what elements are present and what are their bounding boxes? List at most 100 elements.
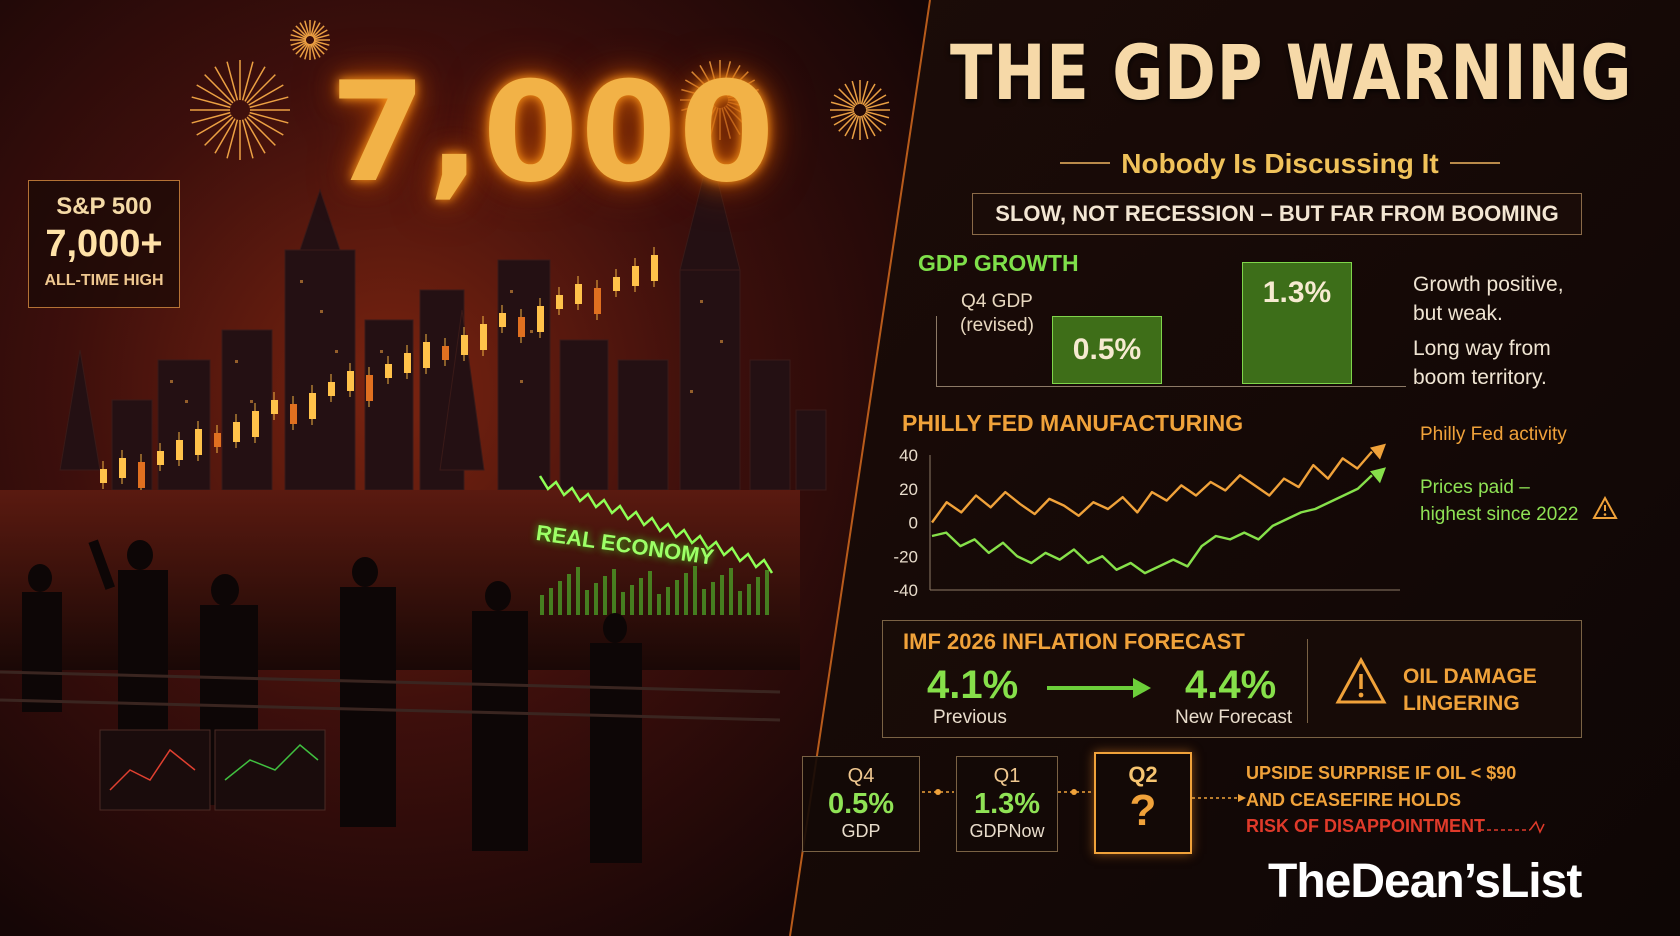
gdp-note-line1: Growth positive, <box>1413 273 1564 296</box>
firework-spark <box>299 22 309 37</box>
firework-spark <box>310 20 316 37</box>
warning-icon <box>1592 496 1618 519</box>
timeline-connectors <box>922 789 1246 802</box>
firework-spark <box>681 101 713 112</box>
gdp-note: Growth positive, but weak. Long way from… <box>1413 270 1564 392</box>
firework-spark <box>310 43 316 60</box>
real-economy-bar <box>612 569 616 615</box>
q2-value: ? <box>1129 786 1157 835</box>
real-economy-bar <box>558 581 562 615</box>
gdp-bar-q1: 1.3% <box>1242 262 1352 384</box>
firework-spark <box>313 40 330 46</box>
candle-body <box>499 313 506 327</box>
firework-spark <box>244 66 266 102</box>
firework-spark <box>292 41 307 51</box>
imf-divider <box>1307 639 1308 723</box>
candle-body <box>461 335 468 355</box>
real-economy-bar <box>693 566 697 615</box>
candle-body <box>556 295 563 309</box>
firework-spark <box>844 114 858 137</box>
candle-body <box>518 317 525 337</box>
firework-spark <box>864 94 887 108</box>
gdp-axis-x <box>936 386 1406 387</box>
firework-spark <box>248 114 284 136</box>
risk-note: RISK OF DISAPPOINTMENT <box>1246 816 1486 836</box>
firework-spark <box>725 71 749 95</box>
headline-7000: 7,000 <box>330 52 777 213</box>
firework-spark <box>830 110 855 119</box>
real-economy-bar <box>711 582 715 615</box>
philly-tick-label: 40 <box>899 446 918 465</box>
candle-body <box>347 371 354 391</box>
gdp-note-line3: Long way from <box>1413 337 1551 360</box>
oil-line2: LINGERING <box>1403 692 1520 715</box>
real-economy-bar <box>675 580 679 615</box>
firework-spark <box>851 80 860 105</box>
imf-previous-label: Previous <box>933 707 1007 728</box>
imf-forecast-panel: IMF 2026 INFLATION FORECAST 4.1% Previou… <box>882 620 1582 738</box>
firework-spark <box>312 42 325 55</box>
firework-spark <box>865 110 890 119</box>
real-economy-bar <box>603 576 607 615</box>
firework-spark <box>312 25 325 38</box>
firework-spark <box>833 94 856 108</box>
timeline-q1: Q1 1.3% GDPNow <box>956 756 1058 852</box>
firework-spark <box>860 115 869 140</box>
subtitle-text: Nobody Is Discussing It <box>1121 148 1439 179</box>
candle-body <box>214 433 221 447</box>
real-economy-bar <box>639 578 643 615</box>
firework-spark <box>196 84 232 106</box>
firework-spark <box>862 114 876 137</box>
firework-spark <box>246 116 276 146</box>
real-economy-bar <box>594 583 598 615</box>
firework-spark <box>721 61 732 93</box>
candle-body <box>233 422 240 442</box>
imf-new-label: New Forecast <box>1175 707 1293 728</box>
real-economy-bar <box>702 589 706 615</box>
candle-body <box>100 469 107 483</box>
real-economy-line <box>538 475 774 574</box>
candle-body <box>157 451 164 465</box>
oil-line1: OIL DAMAGE <box>1403 665 1537 688</box>
gdp-axis-y <box>936 316 937 386</box>
candle-body <box>328 382 335 396</box>
q4-value: 0.5% <box>827 788 895 820</box>
philly-tick-label: -20 <box>893 547 918 566</box>
candle-body <box>613 277 620 291</box>
fireworks <box>190 20 890 160</box>
real-economy-bar <box>648 571 652 615</box>
real-economy-bar <box>549 588 553 615</box>
gdp-note-line2: but weak. <box>1413 302 1503 325</box>
candle-body <box>575 284 582 304</box>
gdp-bar-q4: 0.5% <box>1052 316 1162 384</box>
subtitle-rule-left <box>1060 162 1110 164</box>
page-title: THE GDP WARNING <box>950 28 1633 117</box>
firework-spark <box>833 112 856 126</box>
firework-spark <box>311 22 321 37</box>
philly-series-line <box>931 474 1373 575</box>
imf-heading: IMF 2026 INFLATION FORECAST <box>903 629 1245 654</box>
risk-arrow-icon <box>1480 820 1545 834</box>
arrow-right-icon <box>1047 678 1151 698</box>
candle-body <box>423 342 430 368</box>
candle-body <box>594 288 601 314</box>
firework-spark <box>313 34 330 40</box>
firework-spark <box>684 103 714 121</box>
candle-body <box>480 324 487 350</box>
real-economy-bar <box>567 574 571 615</box>
philly-fed-chart: 40 20 0 -20 -40 <box>893 443 1400 600</box>
firework-spark <box>226 119 239 159</box>
real-economy-bar <box>729 568 733 615</box>
firework-spark <box>304 43 310 60</box>
philly-fed-heading: PHILLY FED MANUFACTURING <box>902 410 1244 436</box>
firework-spark <box>292 29 307 39</box>
sp500-value: 7,000+ <box>45 223 163 265</box>
firework-spark <box>204 74 234 104</box>
firework-spark <box>684 79 714 97</box>
candle-body <box>537 306 544 332</box>
legend-activity: Philly Fed activity <box>1420 424 1567 445</box>
warning-icon <box>1335 657 1387 704</box>
candle-body <box>271 400 278 414</box>
firework-spark <box>838 88 857 107</box>
q1-quarter: Q1 <box>993 765 1021 787</box>
